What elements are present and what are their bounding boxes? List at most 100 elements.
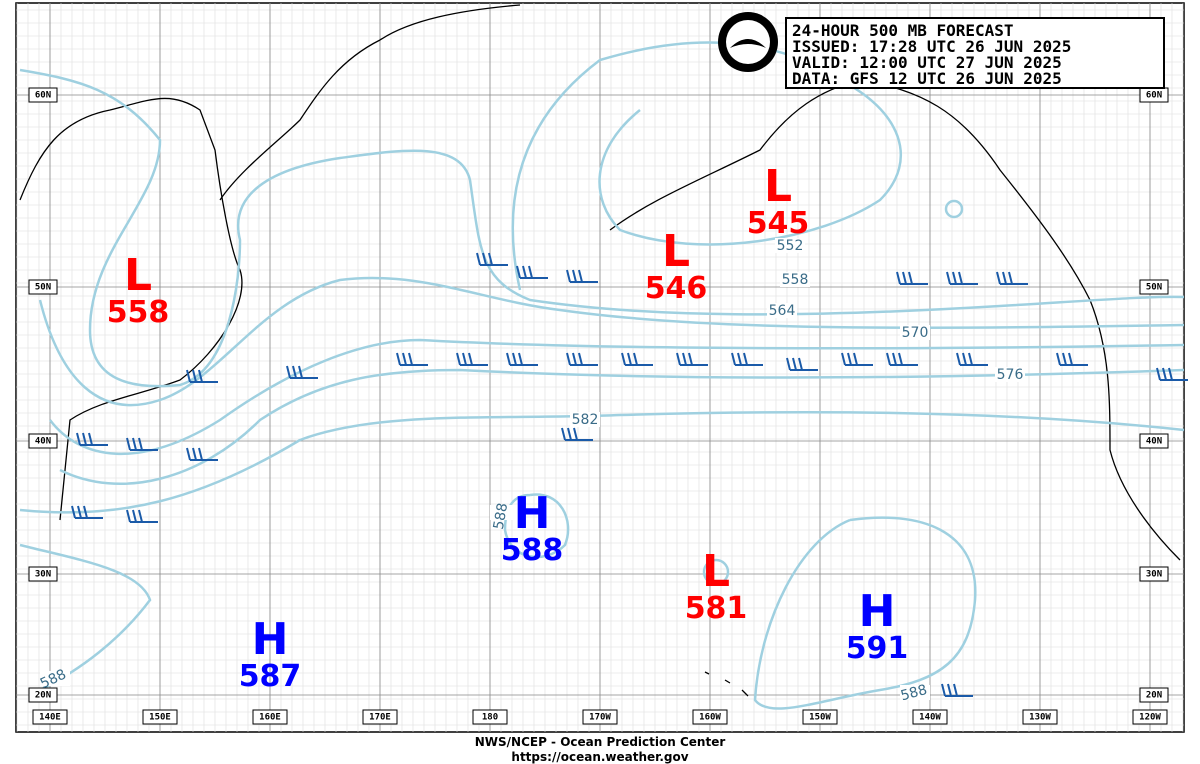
header-line: ISSUED: 17:28 UTC 26 JUN 2025 [792,37,1071,56]
wind-barb-feather [138,509,143,523]
wind-barb-feather [126,509,131,523]
wind-barb-feather [462,352,467,366]
lon-label-box [32,709,68,725]
center-symbol: L [124,250,152,301]
lat-label-box [28,566,58,582]
lon-label-box [472,709,508,725]
wind-barb-feather [192,369,197,383]
wind-barb [396,352,428,366]
center-value: 588 [501,533,564,568]
wind-barb-feather [731,352,736,366]
lat-label-box [1139,279,1169,295]
wind-barb [186,447,218,461]
center-symbol: H [252,614,289,665]
wind-barb-feather [1062,352,1067,366]
wind-barb-feather [1162,367,1167,381]
wind-barb-feather [132,509,137,523]
wind-barb-feather [132,437,137,451]
wind-barb-feather [786,357,791,371]
wind-barb [941,683,973,697]
wind-barb [286,365,318,379]
coastline [219,4,521,201]
contour-label-bg [900,325,930,340]
contour-label: 582 [572,412,599,428]
wind-barb-feather [886,352,891,366]
lat-label-box [28,279,58,295]
wind-barb-feather [572,352,577,366]
wind-barb [506,352,538,366]
wind-barb [71,505,103,519]
contour-label: 564 [769,303,796,319]
wind-barb-feather [286,365,291,379]
wind-barb-feather [682,352,687,366]
wind-barb-feather [676,352,681,366]
lat-label-box [1139,566,1169,582]
wind-barb [126,437,158,451]
wind-barb-feather [892,352,897,366]
contour [702,558,730,586]
lat-label-box [28,687,58,703]
wind-barb-feather [138,437,143,451]
wind-barb-feather [1168,367,1173,381]
wind-barb-feather [88,432,93,446]
wind-barb-feather [968,352,973,366]
lat-label-box [1139,687,1169,703]
header-box [785,17,1165,89]
lon-label-box [912,709,948,725]
grid [16,3,1184,732]
wind-barb-feather [1056,352,1061,366]
contours [19,41,1185,710]
lat-label-box [28,433,58,449]
wind-barb [126,509,158,523]
center-symbol: L [702,546,730,597]
wind-barb-feather [743,352,748,366]
contour [59,368,1185,486]
wind-barb-feather [402,352,407,366]
wind-barb [476,252,508,266]
wind-barb-feather [792,357,797,371]
wind-barb-feather [841,352,846,366]
wind-barb-feather [958,271,963,285]
wind-barb-feather [186,369,191,383]
wind-barb-feather [76,432,81,446]
wind-barb-feather [198,447,203,461]
contour-label: 576 [997,367,1024,383]
lat-label: 50N [35,283,51,293]
wind-barb [561,427,593,441]
wind-barb-feather [578,269,583,283]
contour [753,516,977,710]
wind-barb-feather [1008,271,1013,285]
wind-barb-feather [578,352,583,366]
contour [511,41,903,291]
lat-label: 40N [1146,437,1162,447]
wind-barb-feather [573,427,578,441]
lon-label-box [142,709,178,725]
contour [49,338,1185,456]
contour-label-bg [900,685,930,700]
wind-barb [996,271,1028,285]
center-symbol: H [514,488,551,539]
center-value: 545 [747,206,810,241]
wind-barb-feather [566,352,571,366]
wind-barb-feather [71,505,76,519]
wind-barb-feather [408,352,413,366]
lon-label: 140W [919,713,941,723]
wind-barb [946,271,978,285]
lon-label: 150W [809,713,831,723]
contour-label: 570 [902,325,929,341]
lon-label: 160E [259,713,281,723]
wind-barb-feather [456,352,461,366]
noaa-logo [730,39,766,48]
lat-label: 30N [1146,570,1162,580]
wind-barb [676,352,708,366]
wind-barb-feather [996,271,1001,285]
header-line: 24-HOUR 500 MB FORECAST [792,21,1014,40]
center-value: 558 [107,295,170,330]
lon-label: 140E [39,713,61,723]
center-symbol: H [859,586,896,637]
lat-label: 30N [35,570,51,580]
contour-label: 588 [491,502,511,531]
